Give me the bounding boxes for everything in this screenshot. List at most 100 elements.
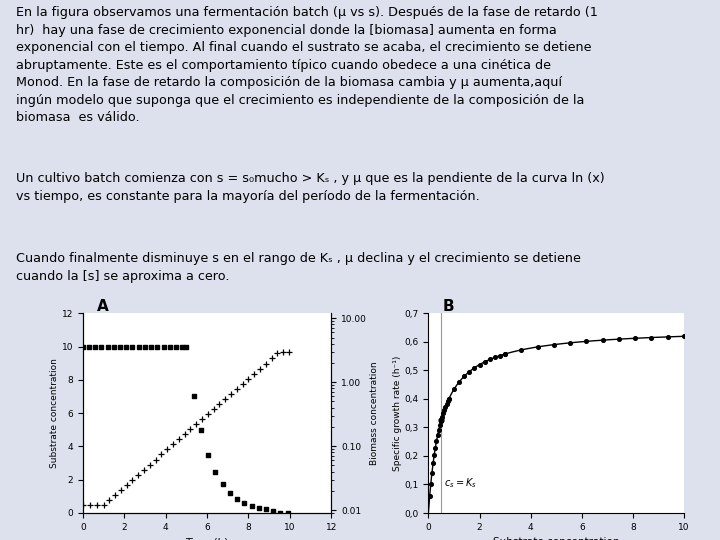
Point	[167, 440, 179, 449]
Point	[127, 475, 138, 484]
Point	[96, 342, 107, 351]
Point	[133, 342, 145, 351]
Point	[283, 347, 294, 356]
Point	[448, 385, 459, 394]
Point	[77, 501, 89, 509]
Point	[282, 509, 294, 517]
Point	[176, 342, 188, 351]
Point	[580, 337, 592, 346]
Y-axis label: Substrate concentration: Substrate concentration	[50, 358, 59, 468]
Point	[231, 494, 243, 503]
Point	[425, 480, 436, 488]
Point	[254, 364, 266, 373]
Point	[426, 469, 438, 477]
Point	[161, 445, 173, 454]
Point	[253, 504, 264, 512]
Point	[108, 342, 120, 351]
Point	[267, 506, 279, 515]
Point	[138, 465, 150, 474]
Point	[191, 420, 202, 428]
Point	[150, 455, 161, 464]
Point	[202, 450, 214, 459]
Point	[442, 397, 454, 406]
Point	[494, 351, 505, 360]
Point	[430, 443, 441, 452]
Point	[77, 342, 89, 351]
Point	[441, 400, 452, 408]
Point	[151, 342, 163, 351]
Point	[210, 468, 221, 476]
Point	[646, 333, 657, 342]
Point	[548, 340, 559, 349]
Point	[271, 349, 283, 357]
Text: $c_s=K_s$: $c_s=K_s$	[444, 476, 477, 490]
Point	[438, 409, 449, 418]
Text: Cuando finalmente disminuye s en el rango de Kₛ , μ declina y el crecimiento se : Cuando finalmente disminuye s en el rang…	[16, 252, 581, 283]
Point	[266, 354, 277, 363]
Point	[428, 451, 440, 460]
Point	[139, 342, 150, 351]
Point	[489, 353, 500, 362]
Point	[224, 488, 235, 497]
Point	[184, 425, 196, 434]
Point	[464, 367, 475, 376]
Point	[121, 481, 132, 489]
Point	[277, 347, 289, 356]
Point	[104, 496, 115, 504]
Text: En la figura observamos una fermentación batch (μ vs s). Después de la fase de r: En la figura observamos una fermentación…	[16, 6, 598, 124]
Point	[454, 377, 465, 386]
Point	[500, 350, 511, 359]
Point	[500, 350, 511, 359]
Point	[225, 389, 237, 398]
Point	[214, 400, 225, 408]
Y-axis label: Specific growth rate (h⁻¹): Specific growth rate (h⁻¹)	[392, 355, 402, 471]
Point	[132, 470, 144, 479]
Point	[436, 413, 448, 421]
Point	[115, 485, 127, 494]
Point	[431, 437, 442, 445]
Point	[435, 417, 446, 426]
X-axis label: Substrate concentration: Substrate concentration	[493, 537, 619, 540]
Text: A: A	[96, 299, 109, 314]
Point	[516, 346, 527, 354]
Point	[432, 431, 444, 440]
Point	[443, 395, 454, 403]
Point	[231, 384, 243, 393]
Point	[102, 342, 114, 351]
Point	[144, 460, 156, 469]
Point	[613, 335, 625, 343]
Point	[438, 406, 450, 414]
Point	[246, 502, 257, 510]
Point	[217, 480, 228, 488]
Point	[84, 342, 95, 351]
Point	[173, 435, 184, 444]
Point	[109, 490, 121, 499]
Text: Un cultivo batch comienza con s = s₀mucho > Kₛ , y μ que es la pendiente de la c: Un cultivo batch comienza con s = s₀much…	[16, 172, 605, 203]
Point	[469, 363, 480, 372]
Point	[91, 501, 103, 509]
Point	[443, 395, 454, 403]
Point	[424, 492, 436, 501]
Point	[459, 372, 470, 381]
Point	[440, 403, 451, 411]
Point	[89, 342, 101, 351]
Point	[243, 374, 254, 383]
X-axis label: Time (h): Time (h)	[185, 537, 229, 540]
Point	[532, 342, 544, 351]
Point	[484, 355, 495, 364]
Point	[248, 369, 260, 378]
Point	[145, 342, 157, 351]
Point	[474, 360, 485, 369]
Point	[120, 342, 132, 351]
Point	[436, 416, 447, 424]
Point	[678, 332, 690, 341]
Point	[597, 336, 608, 345]
Point	[427, 459, 438, 468]
Point	[195, 426, 207, 435]
Point	[164, 342, 176, 351]
Point	[433, 426, 444, 435]
Point	[260, 505, 271, 514]
Point	[662, 333, 673, 341]
Point	[434, 421, 446, 430]
Point	[220, 395, 231, 403]
